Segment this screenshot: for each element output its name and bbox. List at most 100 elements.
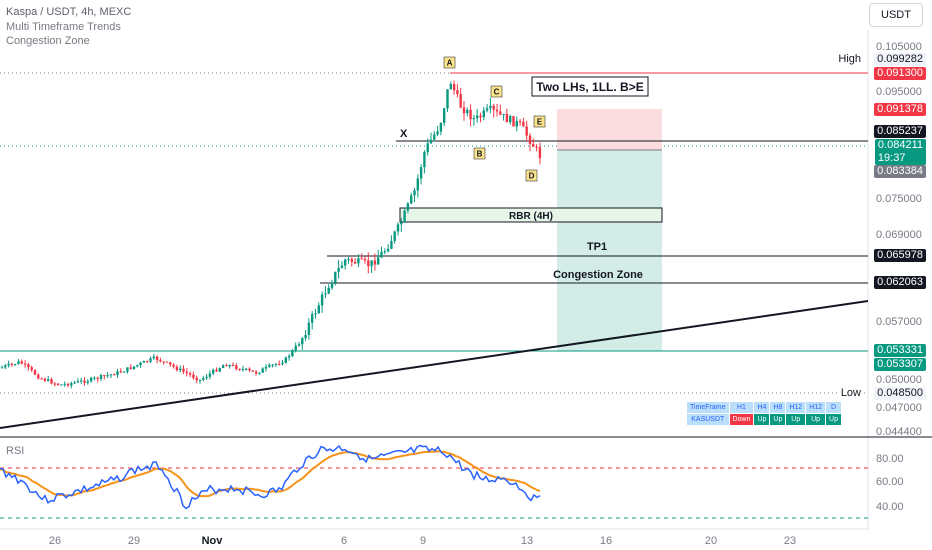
candle-body [149, 358, 152, 362]
candle-body [393, 231, 396, 241]
trend-table-header-row: TimeFrame H1 H4 H8 H12 H12 D [686, 401, 842, 414]
candle-body [179, 368, 182, 371]
candle-body [340, 265, 344, 269]
trend-table-header: H4 [753, 401, 771, 414]
candle-body [406, 203, 410, 211]
trend-table-row: KASUSDT Down Up Up Up Up Up [686, 413, 842, 426]
candle-body [304, 334, 307, 339]
currency-button[interactable]: USDT [869, 3, 923, 27]
candle-body [198, 379, 202, 381]
candle-body [241, 369, 245, 371]
trend-table-header: H12 [785, 401, 807, 414]
point-b-marker[interactable]: B [473, 147, 486, 160]
candle-body [192, 374, 195, 378]
candle-body [452, 84, 456, 91]
candle-body [162, 361, 165, 363]
time-tick: 9 [420, 535, 426, 547]
candle-body [320, 294, 324, 306]
candle-body [251, 370, 254, 372]
candle-body [476, 115, 479, 119]
candle-body [254, 371, 258, 374]
rsi-ma-line [0, 450, 541, 498]
candle-body [518, 121, 522, 123]
candle-body [413, 190, 416, 196]
candle-body [281, 362, 284, 365]
stop-loss-zone[interactable] [557, 109, 662, 150]
candle-body [284, 357, 287, 363]
candle-body [122, 371, 126, 373]
candle-body [311, 314, 314, 323]
candle-body [47, 379, 50, 381]
candle-body [479, 115, 482, 118]
candle-body [70, 383, 73, 386]
candle-body [80, 380, 83, 382]
candle-body [357, 258, 360, 264]
indicator-congestion-zone[interactable]: Congestion Zone [6, 35, 90, 47]
candle-body [66, 383, 70, 386]
candle-body [221, 365, 225, 369]
time-tick: 23 [784, 535, 796, 547]
candle-body [390, 240, 393, 249]
indicator-mtf-trends[interactable]: Multi Timeframe Trends [6, 21, 121, 33]
candle-body [89, 377, 93, 382]
candle-body [466, 109, 469, 114]
candle-body [215, 369, 218, 372]
candle-body [155, 356, 159, 360]
x-level-price-label: 0.085237 [874, 125, 926, 138]
candle-body [264, 366, 268, 369]
time-tick: Nov [202, 535, 224, 547]
candle-body [182, 368, 185, 372]
trend-table: TimeFrame H1 H4 H8 H12 H12 D KASUSDT Dow… [686, 401, 842, 426]
candle-body [400, 222, 403, 225]
candle-body [347, 258, 350, 260]
candle-body [436, 131, 439, 135]
rsi-label: RSI [6, 445, 24, 457]
rbr-zone[interactable] [399, 207, 663, 223]
candle-body [60, 384, 63, 386]
chart-title[interactable]: Kaspa / USDT, 4h, MEXC [6, 6, 132, 18]
candle-body [0, 367, 4, 369]
candle-body [195, 377, 198, 381]
point-d-marker[interactable]: D [525, 169, 538, 182]
candle-body [344, 259, 347, 266]
candle-body [363, 258, 367, 261]
time-tick: 26 [49, 535, 61, 547]
candle-body [245, 368, 248, 370]
candle-body [53, 383, 56, 385]
point-c-marker[interactable]: C [490, 85, 503, 98]
candle-body [56, 383, 60, 385]
bar-countdown: 19:37 [877, 152, 906, 164]
candle-body [353, 261, 357, 264]
point-a-marker[interactable]: A [443, 56, 456, 69]
price-tick: 0.105000 [876, 41, 922, 53]
pattern-note-box[interactable] [531, 76, 649, 97]
candle-body [205, 376, 208, 379]
trend-cell-h12: Up [785, 413, 807, 426]
trendline[interactable] [0, 300, 869, 429]
stop-price-label: 0.091378 [874, 103, 926, 116]
point-e-marker[interactable]: E [533, 115, 546, 128]
candle-body [439, 123, 443, 132]
time-tick: 29 [128, 535, 140, 547]
time-tick: 16 [600, 535, 612, 547]
candle-body [522, 121, 525, 127]
trend-cell-h1: Down [728, 413, 755, 426]
candle-body [202, 378, 205, 380]
candle-body [109, 374, 113, 376]
svg-text:E: E [537, 118, 543, 127]
time-tick: 13 [521, 535, 533, 547]
candle-body [175, 366, 179, 371]
svg-text:C: C [494, 88, 500, 97]
candle-body [113, 374, 116, 376]
target-zone[interactable] [557, 150, 662, 351]
candle-body [129, 367, 132, 370]
candle-body [380, 251, 383, 258]
candle-body [14, 364, 17, 366]
candle-body [93, 377, 96, 379]
candle-body [528, 135, 532, 145]
candle-body [218, 368, 221, 372]
time-tick: 20 [705, 535, 717, 547]
candle-body [535, 146, 538, 148]
candle-body [301, 338, 304, 345]
